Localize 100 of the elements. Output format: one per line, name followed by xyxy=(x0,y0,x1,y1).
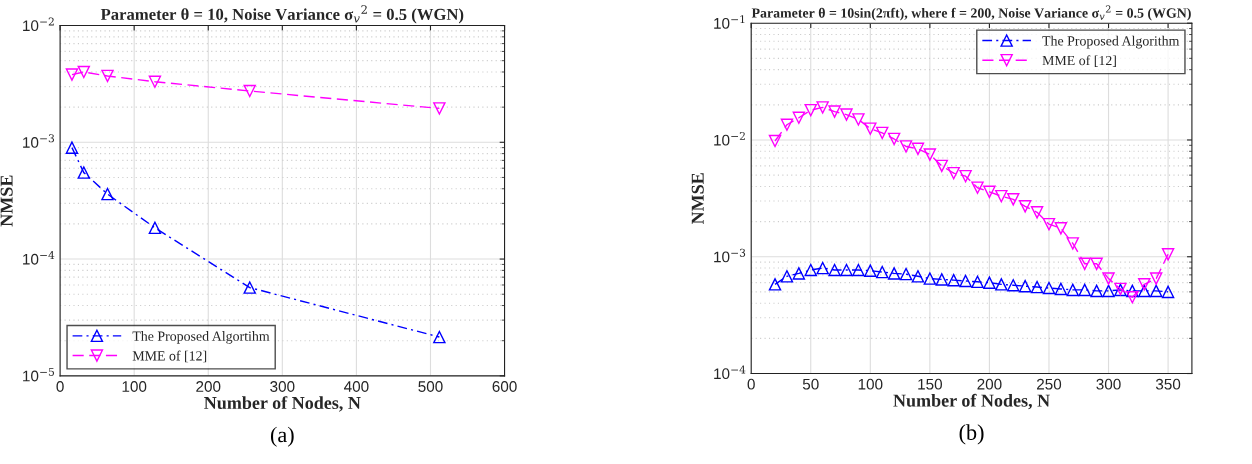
legend-label: MME of [12] xyxy=(1042,55,1116,67)
point xyxy=(1030,206,1044,219)
y-tick-label: 10$^{−3}$ xyxy=(23,134,55,148)
point xyxy=(1042,281,1056,295)
x-tick-label: 100 xyxy=(122,381,147,392)
point xyxy=(780,270,794,283)
point xyxy=(852,113,865,126)
point xyxy=(947,166,960,180)
chart-title: Parameter θ = 10, Noise Variance σ$_{v}$$^{2}$ = 0.5 (WGN) xyxy=(100,5,464,24)
x-tick-label: 400 xyxy=(344,381,369,392)
y-axis-title: NMSE xyxy=(0,175,13,227)
point xyxy=(1054,222,1068,235)
point xyxy=(971,275,984,289)
point xyxy=(1030,280,1044,294)
point xyxy=(1149,272,1163,285)
point xyxy=(983,276,996,289)
point xyxy=(1066,237,1080,250)
point xyxy=(828,105,841,118)
x-tick-label: 300 xyxy=(270,381,295,392)
point xyxy=(1042,217,1056,231)
point xyxy=(1102,272,1115,285)
point xyxy=(1006,279,1020,292)
point xyxy=(995,278,1008,291)
point xyxy=(243,281,256,294)
point xyxy=(768,278,782,291)
point xyxy=(875,265,889,279)
point xyxy=(971,181,984,194)
y-tick-label: 10$^{−5}$ xyxy=(23,367,54,382)
point xyxy=(1078,283,1091,297)
point xyxy=(1138,278,1151,291)
point xyxy=(65,141,79,154)
point xyxy=(148,75,162,88)
point xyxy=(828,263,841,277)
point xyxy=(433,102,446,115)
point xyxy=(804,103,818,117)
point xyxy=(1090,257,1103,271)
legend-label: The Proposed Algortihm xyxy=(132,331,270,344)
point xyxy=(243,84,256,98)
point xyxy=(1126,284,1139,298)
point xyxy=(899,140,913,153)
legend-label: MME of [12] xyxy=(132,350,207,363)
point xyxy=(792,267,806,280)
point xyxy=(816,101,829,114)
point xyxy=(1006,193,1020,206)
point xyxy=(923,272,937,285)
point xyxy=(77,166,91,179)
point xyxy=(1078,257,1091,271)
x-tick-label: 250 xyxy=(1037,378,1062,390)
point xyxy=(780,118,794,132)
x-tick-label: 200 xyxy=(977,378,1002,390)
point xyxy=(840,108,853,121)
point xyxy=(923,148,937,161)
point xyxy=(1018,279,1032,293)
point xyxy=(1018,200,1032,213)
point xyxy=(148,221,162,235)
point xyxy=(852,263,865,277)
x-tick-label: 150 xyxy=(918,378,943,390)
y-tick-label: 10$^{−4}$ xyxy=(714,365,746,380)
y-tick-label: 10$^{−1}$ xyxy=(714,15,745,29)
y-tick-label: 10$^{−2}$ xyxy=(23,17,54,32)
point xyxy=(899,267,913,281)
x-tick-label: 500 xyxy=(418,381,443,392)
x-tick-label: 200 xyxy=(196,381,221,392)
x-tick-label: 100 xyxy=(858,378,883,390)
point xyxy=(433,330,446,344)
point xyxy=(935,273,949,286)
point xyxy=(1161,285,1175,299)
x-tick-label: 50 xyxy=(802,378,819,390)
point xyxy=(792,111,806,124)
point xyxy=(911,142,925,156)
point xyxy=(959,169,972,183)
y-axis-title: NMSE xyxy=(691,173,704,225)
point xyxy=(887,267,901,280)
text: (a) xyxy=(270,426,294,447)
point xyxy=(864,122,877,135)
point xyxy=(1161,248,1175,261)
x-tick-label: 600 xyxy=(492,381,517,392)
point xyxy=(1102,284,1115,298)
point xyxy=(983,185,996,199)
point xyxy=(947,273,960,287)
y-tick-label: 10$^{−2}$ xyxy=(714,131,745,146)
point xyxy=(768,134,782,148)
point xyxy=(101,187,114,201)
point xyxy=(840,263,853,277)
x-tick-label: 350 xyxy=(1155,378,1181,390)
point xyxy=(995,189,1008,203)
x-tick-label: 0 xyxy=(747,378,755,390)
x-axis-title: Number of Nodes, N xyxy=(204,396,361,412)
point xyxy=(911,270,925,283)
chart-title: Parameter θ = 10sin(2πft), where f = 200, Noise Variance σ$_{v}$$^{2}$ = 0.5 (WGN) xyxy=(751,5,1191,21)
point xyxy=(101,69,114,83)
point xyxy=(959,274,972,288)
point xyxy=(864,264,877,277)
point xyxy=(1126,290,1139,304)
point xyxy=(1149,284,1163,298)
point xyxy=(1054,282,1068,296)
point xyxy=(887,132,901,146)
x-tick-label: 0 xyxy=(56,381,64,392)
y-tick-label: 10$^{−3}$ xyxy=(714,248,746,263)
point xyxy=(816,261,829,275)
